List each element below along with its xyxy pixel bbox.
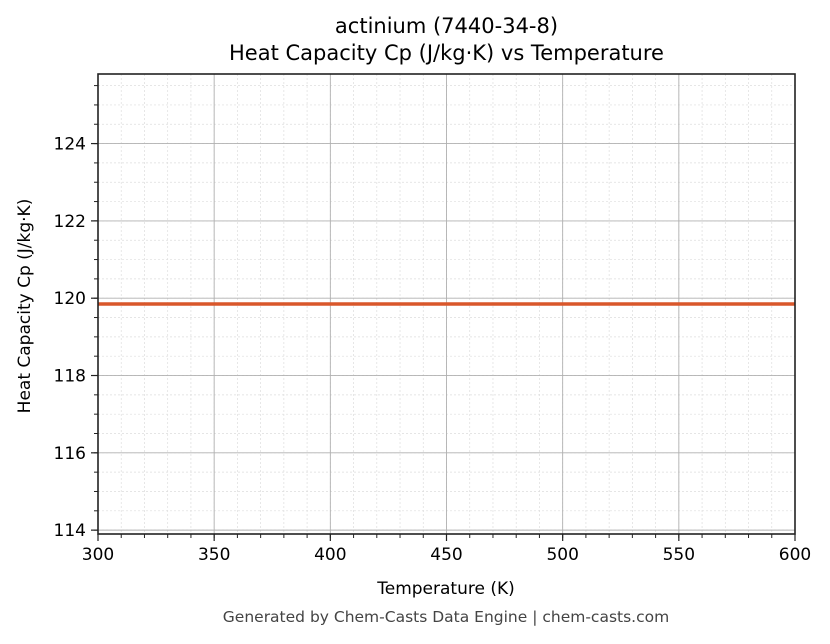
y-tick-label: 122 (54, 212, 86, 232)
chart-subtitle: Heat Capacity Cp (J/kg·K) vs Temperature (229, 41, 664, 65)
x-axis-label: Temperature (K) (376, 579, 515, 599)
x-tick-label: 500 (546, 545, 578, 565)
footer-credit: Generated by Chem-Casts Data Engine | ch… (222, 608, 670, 626)
x-tick-label: 300 (82, 545, 114, 565)
y-tick-label: 116 (54, 444, 86, 464)
x-tick-label: 550 (663, 545, 695, 565)
y-tick-label: 118 (54, 367, 86, 387)
y-tick-label: 114 (54, 521, 86, 541)
axis-ticks (91, 85, 796, 541)
y-tick-label: 124 (54, 135, 86, 155)
x-tick-labels: 300 350 400 450 500 550 600 (82, 545, 811, 565)
chart-title: actinium (7440-34-8) (334, 14, 559, 38)
y-tick-label: 120 (54, 289, 86, 309)
y-axis-label: Heat Capacity Cp (J/kg·K) (15, 199, 35, 414)
x-tick-label: 350 (198, 545, 230, 565)
x-tick-label: 450 (430, 545, 462, 565)
y-tick-labels: 114 116 118 120 122 124 (54, 135, 86, 542)
x-tick-label: 600 (779, 545, 811, 565)
x-tick-label: 400 (314, 545, 346, 565)
